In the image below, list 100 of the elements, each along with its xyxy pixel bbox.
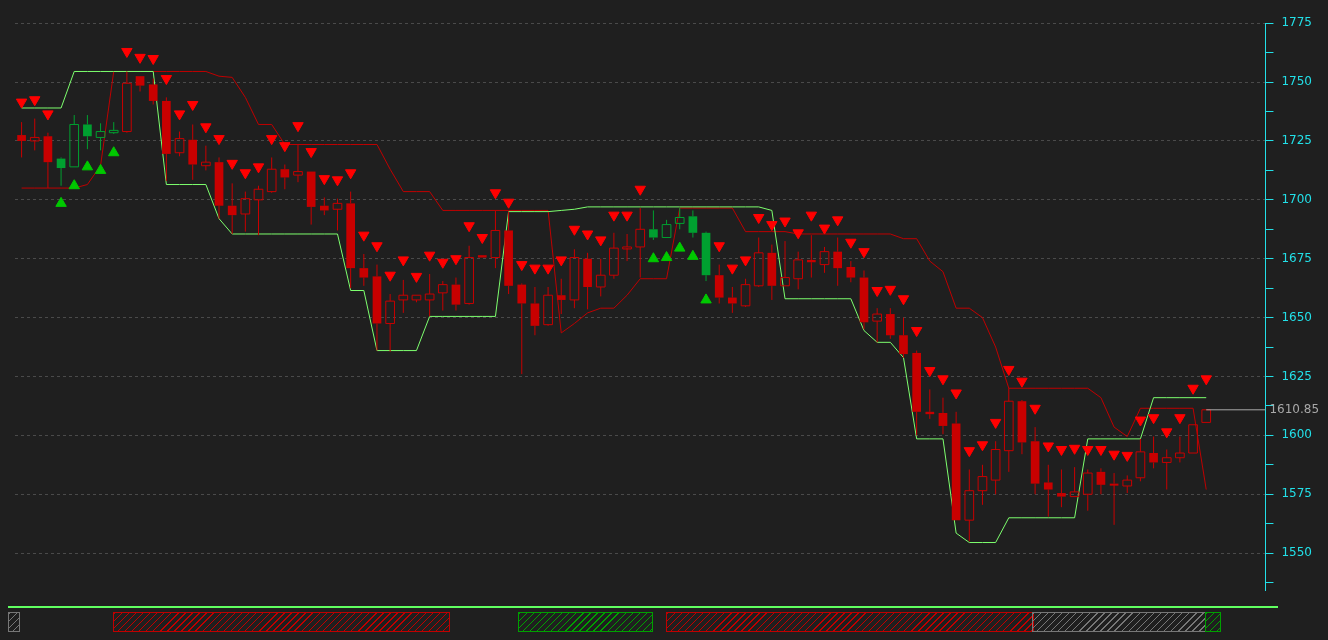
- candlestick: [1043, 464, 1053, 518]
- y-tick-label: 1675: [1281, 250, 1313, 265]
- candlestick: [490, 209, 501, 269]
- y-tick-label: 1600: [1281, 427, 1313, 442]
- candlestick: [29, 118, 40, 151]
- candlestick: [1082, 469, 1093, 512]
- candlestick: [872, 307, 882, 343]
- candlestick: [95, 122, 106, 151]
- y-tick-label: 1775: [1281, 15, 1313, 30]
- candlestick: [859, 270, 869, 330]
- candlestick: [583, 252, 592, 310]
- candlestick: [332, 198, 343, 231]
- candlestick: [543, 286, 553, 326]
- point: [687, 249, 699, 260]
- y-tick-label: 1650: [1281, 309, 1313, 324]
- candlestick: [977, 464, 988, 506]
- candlestick: [69, 114, 80, 168]
- y-tick-label: 1750: [1281, 74, 1313, 89]
- candlestick: [753, 237, 764, 287]
- candlestick: [846, 260, 856, 283]
- candlestick: [1161, 448, 1172, 491]
- candlestick: [1003, 387, 1014, 473]
- candlestick: [451, 277, 461, 312]
- candlestick: [767, 244, 777, 301]
- candlestick: [293, 143, 303, 183]
- candlestick: [714, 264, 724, 304]
- candlestick: [1149, 436, 1158, 469]
- candlestick: [240, 191, 251, 233]
- candlestick: [1017, 401, 1027, 455]
- candlestick: [1175, 436, 1185, 463]
- candlestick: [517, 284, 527, 375]
- candlestick: [1057, 469, 1066, 508]
- candlestick: [688, 209, 698, 239]
- y-tick-label: 1550: [1281, 545, 1313, 560]
- candlestick: [530, 286, 540, 336]
- point: [647, 252, 660, 263]
- candlestick: [437, 280, 448, 312]
- candlestick: [83, 114, 92, 150]
- candlestick: [819, 246, 830, 274]
- candlestick: [253, 185, 264, 236]
- candlestick: [504, 211, 513, 295]
- candlestick: [793, 251, 804, 290]
- point: [700, 293, 712, 304]
- candlestick: [214, 156, 224, 220]
- candlestick: [464, 245, 474, 304]
- candlestick: [912, 350, 921, 436]
- point: [94, 163, 107, 174]
- candlestick: [385, 293, 395, 353]
- candlestick: [306, 171, 316, 226]
- candlestick: [990, 440, 1001, 495]
- candlestick: [649, 209, 658, 241]
- candlestick: [1109, 472, 1119, 526]
- candlestick: [17, 121, 26, 158]
- candlestick: [622, 233, 632, 262]
- candlestick: [1069, 466, 1080, 498]
- candlestick: [833, 237, 843, 287]
- ref-line-label: 1610.85: [1269, 401, 1320, 416]
- candlestick: [280, 164, 290, 190]
- candlestick: [674, 207, 685, 230]
- candlestick: [1030, 426, 1040, 495]
- y-tick-label: 1725: [1281, 133, 1313, 148]
- candlestick: [162, 96, 171, 182]
- candlestick: [807, 234, 816, 279]
- candlestick: [885, 307, 895, 340]
- point: [660, 251, 673, 262]
- candlestick: [609, 232, 619, 280]
- candlestick: [108, 121, 119, 134]
- candlestick: [635, 207, 646, 279]
- candlestick: [595, 258, 606, 297]
- candlestick: [701, 232, 711, 282]
- candlestick: [925, 388, 935, 420]
- candlestick: [780, 240, 790, 287]
- candlestick: [1096, 467, 1106, 495]
- point: [674, 241, 686, 252]
- candlestick: [359, 253, 369, 287]
- y-tick-label: 1575: [1281, 486, 1313, 501]
- y-tick-label: 1625: [1281, 368, 1313, 383]
- point: [68, 179, 80, 190]
- candlestick: [398, 279, 409, 314]
- candlestick: [424, 273, 435, 317]
- candlestick: [899, 317, 908, 359]
- candlestick: [1135, 438, 1146, 482]
- candlestick: [266, 156, 277, 193]
- candlestick: [372, 264, 382, 352]
- candlestick: [964, 469, 975, 542]
- candlestick: [556, 278, 566, 315]
- point: [81, 160, 94, 171]
- candlestick: [227, 182, 237, 235]
- candlestick: [938, 397, 948, 435]
- candlestick: [135, 76, 145, 92]
- candlestick: [122, 70, 132, 133]
- y-tick-label: 1700: [1281, 191, 1313, 206]
- point: [108, 146, 120, 157]
- candlestick: [346, 191, 355, 289]
- point: [55, 196, 67, 207]
- candlestick: [188, 123, 198, 181]
- candlestick: [569, 248, 580, 309]
- candlestick: [43, 132, 53, 189]
- candlestick: [951, 411, 961, 521]
- candlestick: [201, 145, 211, 171]
